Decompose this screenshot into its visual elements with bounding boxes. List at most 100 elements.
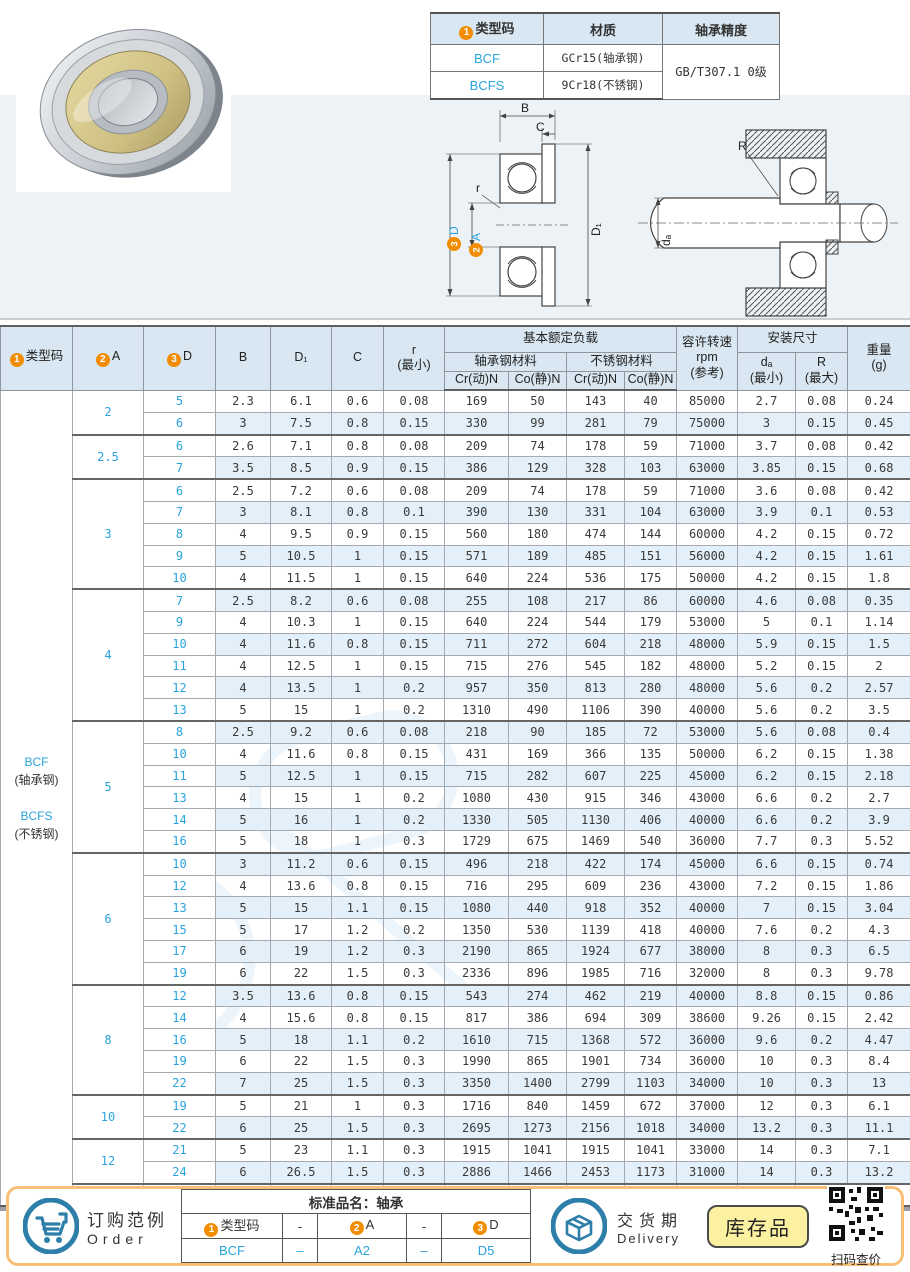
data-cell: 530 <box>508 918 567 941</box>
precision-value: GB/T307.1 0级 <box>662 44 780 100</box>
data-cell: 1103 <box>623 1071 678 1096</box>
data-cell: 1459 <box>566 1093 625 1118</box>
data-cell: 0.3 <box>383 1093 445 1118</box>
data-cell: 1 <box>331 786 384 810</box>
a-value-cell: 2.5 <box>72 433 144 480</box>
data-cell: 4.47 <box>847 1028 910 1051</box>
order-label-en: Order <box>87 1230 148 1247</box>
data-cell: 490 <box>508 698 567 722</box>
data-cell: 1273 <box>508 1116 567 1140</box>
data-cell: 169 <box>508 742 567 766</box>
data-cell: 3.85 <box>737 456 797 480</box>
data-cell: 4 <box>215 874 271 898</box>
table-row: 13 5 15 1 0.2 1310 490 1106 390 40000 5.6 0.2 3.5 <box>1 698 910 722</box>
data-cell: 0.15 <box>795 456 849 480</box>
data-cell: 4 <box>215 676 271 700</box>
data-cell: 1041 <box>508 1138 567 1162</box>
data-cell: 406 <box>623 808 678 831</box>
data-cell: 15 <box>270 698 332 722</box>
data-cell: 4.2 <box>737 522 797 546</box>
data-cell: 0.3 <box>795 1093 849 1118</box>
data-cell: 0.2 <box>383 786 445 810</box>
data-cell: 1.86 <box>847 874 910 898</box>
data-cell: 1.8 <box>847 566 910 590</box>
table-row: 15 5 17 1.2 0.2 1350 530 1139 418 40000 7.6 0.2 4.3 <box>1 918 910 941</box>
data-cell: 462 <box>566 983 625 1008</box>
data-cell: 40000 <box>676 808 739 831</box>
data-cell: 13.6 <box>270 983 332 1008</box>
cart-icon <box>23 1198 79 1254</box>
d-value-cell: 12 <box>143 983 216 1008</box>
data-cell: 3.04 <box>847 896 910 920</box>
col-header-co2: Co(静)N <box>623 370 678 391</box>
data-cell: 4 <box>215 786 271 810</box>
data-cell: 48000 <box>676 676 739 700</box>
data-cell: 25 <box>270 1116 332 1140</box>
type-code-link[interactable]: BCFS <box>430 71 544 100</box>
delivery-label-en: Delivery <box>616 1230 680 1246</box>
table-row: 22 7 25 1.5 0.3 3350 1400 2799 1103 34000 10 0.3 13 <box>1 1071 910 1096</box>
data-cell: 604 <box>566 632 625 656</box>
data-cell: 1469 <box>566 829 625 854</box>
d-value-cell: 22 <box>143 1071 216 1096</box>
col-header-type: 1 类型码 <box>0 325 73 391</box>
data-cell: 174 <box>623 851 678 876</box>
data-cell: 26.5 <box>270 1160 332 1185</box>
type-code-link[interactable]: BCF <box>430 44 544 72</box>
data-cell: 175 <box>623 566 678 590</box>
data-cell: 2.6 <box>215 433 271 458</box>
data-cell: 352 <box>623 896 678 920</box>
data-cell: 3.5 <box>215 456 271 480</box>
data-cell: 0.15 <box>795 632 849 656</box>
data-cell: 53000 <box>676 610 739 634</box>
data-cell: 0.15 <box>795 764 849 788</box>
data-cell: 0.15 <box>383 1006 445 1030</box>
data-cell: 0.08 <box>383 588 445 612</box>
data-cell: 3 <box>737 411 797 436</box>
data-cell: 15 <box>270 896 332 920</box>
data-cell: 1400 <box>508 1071 567 1096</box>
data-cell: 224 <box>508 610 567 634</box>
order-value-dash: – <box>282 1237 318 1263</box>
data-cell: 5 <box>215 808 271 831</box>
data-cell: 3.5 <box>847 698 910 722</box>
data-cell: 1.14 <box>847 610 910 634</box>
data-cell: 505 <box>508 808 567 831</box>
data-cell: 74 <box>508 478 567 502</box>
data-cell: 571 <box>444 544 509 568</box>
d-value-cell: 5 <box>143 389 216 413</box>
data-cell: 5 <box>215 698 271 722</box>
table-row: 14 4 15.6 0.8 0.15 817 386 694 309 38600 9.26 0.15 2… <box>1 1006 910 1030</box>
d-value-cell: 13 <box>143 786 216 810</box>
data-cell: 0.3 <box>383 829 445 854</box>
data-cell: 677 <box>623 939 678 963</box>
data-cell: 2453 <box>566 1160 625 1185</box>
data-cell: 12.5 <box>270 654 332 678</box>
data-cell: 5 <box>215 918 271 941</box>
badge-2-icon: 2 <box>95 353 110 368</box>
data-cell: 734 <box>623 1049 678 1073</box>
data-cell: 5.9 <box>737 632 797 656</box>
data-cell: 1 <box>331 654 384 678</box>
data-cell: 0.8 <box>331 500 384 524</box>
data-cell: 1 <box>331 829 384 854</box>
table-row: 7 3.5 8.5 0.9 0.15 386 129 328 103 63000 3.85 0.15 0… <box>1 456 910 480</box>
d-value-cell: 6 <box>143 433 216 458</box>
data-cell: 1350 <box>444 918 509 941</box>
type-code-cell: BCF (轴承钢) BCFS (不锈钢) <box>0 389 73 1208</box>
data-cell: 281 <box>566 411 625 436</box>
data-cell: 0.15 <box>383 764 445 788</box>
data-cell: 79 <box>623 411 678 436</box>
data-cell: 0.15 <box>383 456 445 480</box>
data-cell: 23 <box>270 1138 332 1162</box>
data-cell: 0.15 <box>795 654 849 678</box>
badge-2-icon: 2 <box>472 247 483 252</box>
data-cell: 440 <box>508 896 567 920</box>
data-cell: 22 <box>270 961 332 986</box>
data-cell: 3.5 <box>215 983 271 1008</box>
table-row: 5 8 2.5 9.2 0.6 0.08 218 90 185 72 53000 5.6 0.08 0.4 <box>1 719 910 854</box>
data-cell: 180 <box>508 522 567 546</box>
col-header-R: R (最大) <box>795 351 849 391</box>
